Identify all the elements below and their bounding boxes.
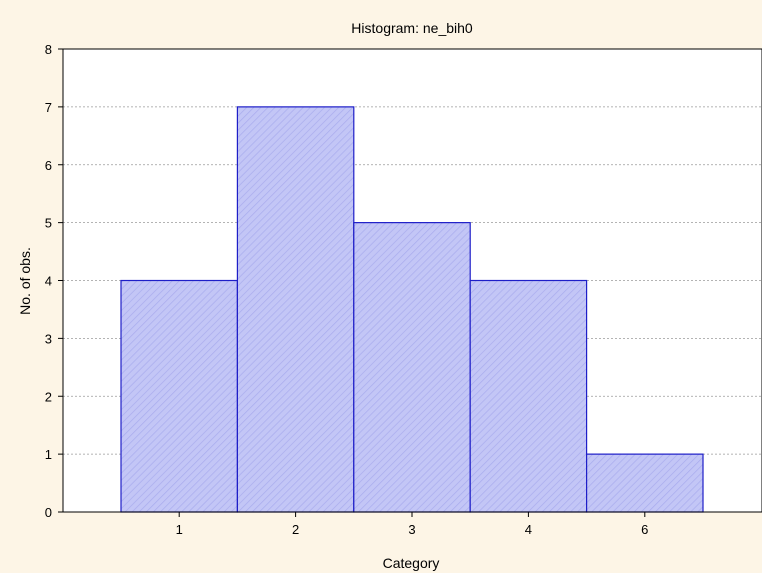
x-tick-label: 6 [641, 522, 648, 537]
bars [120, 106, 704, 513]
y-tick-label: 7 [45, 100, 52, 115]
chart-title: Histogram: ne_bih0 [351, 20, 473, 36]
y-tick-label: 8 [45, 42, 52, 57]
y-axis-ticks: 0 1 2 3 4 5 6 7 8 [45, 42, 63, 520]
x-tick-label: 1 [176, 522, 183, 537]
x-tick-label: 3 [408, 522, 415, 537]
y-tick-label: 5 [45, 216, 52, 231]
y-tick-label: 6 [45, 158, 52, 173]
x-axis-ticks: 1 2 3 4 6 [176, 512, 648, 537]
histogram-bar [353, 222, 471, 513]
x-tick-label: 2 [292, 522, 299, 537]
y-axis-title: No. of obs. [17, 247, 33, 315]
histogram-bar [469, 279, 588, 513]
x-tick-label: 4 [525, 522, 532, 537]
histogram-bar [585, 453, 704, 513]
histogram-bar [120, 279, 239, 513]
y-tick-label: 3 [45, 331, 52, 346]
histogram-bar [236, 106, 355, 513]
y-tick-label: 2 [45, 389, 52, 404]
y-tick-label: 0 [45, 505, 52, 520]
x-axis-title: Category [383, 555, 440, 571]
y-tick-label: 1 [45, 447, 52, 462]
y-tick-label: 4 [45, 274, 52, 289]
